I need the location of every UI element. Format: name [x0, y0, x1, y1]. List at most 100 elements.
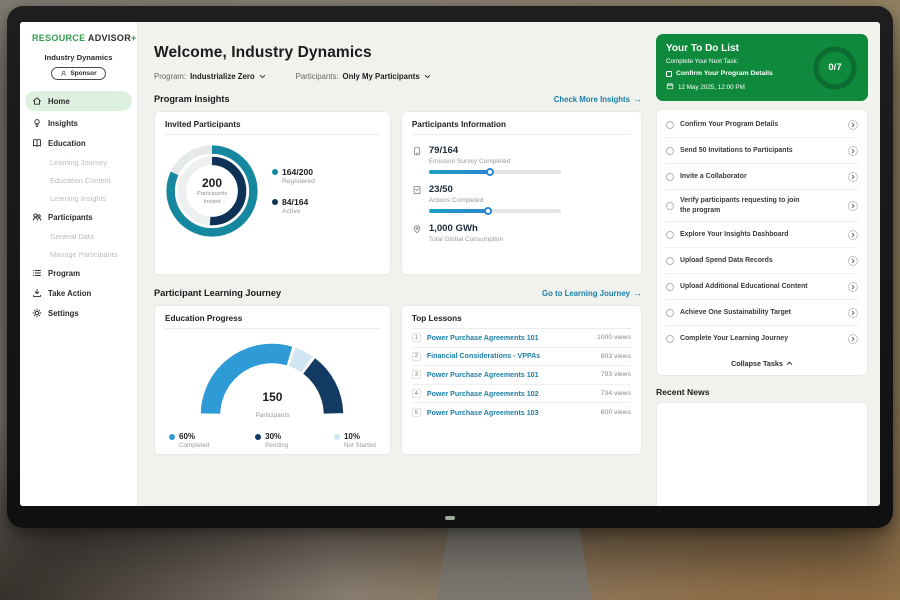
checkbox-icon[interactable]	[666, 70, 672, 77]
legend-value: 164/200	[282, 167, 314, 177]
chevron-right-icon[interactable]	[848, 145, 858, 156]
task-checkbox[interactable]	[666, 120, 674, 129]
sidebar-item-manage-participants[interactable]: Manage Participants	[20, 245, 137, 263]
collapse-tasks-label: Collapse Tasks	[731, 359, 783, 369]
invited-participants-donut-chart: 200 Participants Invited	[165, 144, 259, 238]
task-row[interactable]: Upload Spend Data Records	[666, 248, 858, 275]
participants-filter-dropdown[interactable]: Participants: Only My Participants	[296, 72, 431, 81]
chevron-right-icon[interactable]	[848, 229, 858, 240]
home-icon	[32, 96, 42, 106]
monitor: RESOURCE ADVISOR+ Industry Dynamics Spon…	[7, 6, 893, 528]
app-logo: RESOURCE ADVISOR+	[20, 33, 137, 43]
task-row[interactable]: Complete Your Learning Journey	[666, 326, 858, 352]
task-checkbox[interactable]	[666, 201, 674, 210]
task-row[interactable]: Achieve One Sustainability Target	[666, 300, 858, 327]
lesson-rank: 3	[411, 370, 421, 380]
lesson-row[interactable]: 4 Power Purchase Agreements 102 734 view…	[411, 385, 631, 404]
legend-item-completed: 60% Completed	[169, 432, 209, 449]
arrow-right-icon: →	[633, 93, 642, 104]
task-label: Verify participants requesting to join t…	[680, 197, 800, 214]
chevron-right-icon[interactable]	[848, 255, 858, 266]
lesson-row[interactable]: 1 Power Purchase Agreements 101 1000 vie…	[411, 329, 631, 348]
chevron-right-icon[interactable]	[848, 200, 858, 211]
stat-label: Actions Completed	[428, 197, 484, 204]
legend-value: 30%	[265, 432, 282, 441]
task-checkbox[interactable]	[666, 146, 674, 155]
sidebar-item-label: Take Action	[48, 288, 92, 298]
sidebar-item-label: Insights	[48, 118, 78, 128]
todo-due-label: 12 May 2025, 12:00 PM	[678, 83, 745, 91]
people-icon	[32, 212, 42, 222]
chevron-right-icon[interactable]	[848, 307, 858, 318]
sidebar-item-education[interactable]: Education	[20, 133, 137, 153]
sidebar-item-home[interactable]: Home	[25, 91, 132, 111]
logo-text-advisor: ADVISOR	[87, 33, 131, 43]
task-row[interactable]: Confirm Your Program Details	[666, 112, 858, 138]
sidebar-item-participants[interactable]: Participants	[20, 207, 137, 227]
collapse-tasks-link[interactable]: Collapse Tasks	[666, 352, 858, 372]
invited-participants-card: Invited Participants 200 Participants In…	[154, 111, 391, 275]
stat-emission-survey: 79/164 Emission Survey Completed	[412, 145, 631, 176]
stat-label: Total Global Consumption	[428, 236, 504, 243]
sidebar-item-insights[interactable]: Insights	[20, 113, 137, 133]
legend-dot	[169, 433, 175, 440]
sidebar-item-label: Learning Journey	[50, 157, 108, 167]
recent-news-title: Recent News	[656, 387, 710, 398]
check-more-insights-label: Check More Insights	[553, 94, 630, 104]
task-label: Complete Your Learning Journey	[680, 335, 789, 343]
chevron-right-icon[interactable]	[848, 119, 858, 130]
program-filter-dropdown[interactable]: Program: Industrialize Zero	[154, 72, 266, 81]
task-row[interactable]: Upload Additional Educational Content	[666, 274, 858, 301]
lesson-title-link[interactable]: Power Purchase Agreements 102	[426, 389, 539, 398]
chevron-right-icon[interactable]	[848, 334, 858, 345]
monitor-stand	[436, 518, 592, 600]
lesson-rank: 4	[411, 389, 421, 399]
sidebar-item-label: Participants	[48, 212, 93, 222]
go-to-learning-journey-link[interactable]: Go to Learning Journey →	[542, 288, 642, 298]
sidebar-item-learning-insights[interactable]: Learning Insights	[20, 189, 137, 207]
task-row[interactable]: Invite a Collaborator	[666, 164, 858, 190]
chevron-right-icon[interactable]	[848, 281, 858, 292]
sidebar-item-label: General Data	[50, 231, 94, 241]
chevron-right-icon[interactable]	[848, 171, 858, 182]
stat-label: Emission Survey Completed	[428, 158, 511, 165]
lesson-row[interactable]: 5 Power Purchase Agreements 103 600 view…	[411, 403, 631, 422]
check-more-insights-link[interactable]: Check More Insights →	[553, 93, 642, 104]
sidebar-item-education-content[interactable]: Education Content	[20, 171, 137, 189]
task-label: Invite a Collaborator	[680, 172, 747, 180]
task-checkbox[interactable]	[666, 335, 674, 344]
task-row[interactable]: Send 50 Invitations to Participants	[666, 138, 858, 164]
sidebar-item-label: Education	[48, 138, 86, 148]
task-row[interactable]: Explore Your Insights Dashboard	[666, 222, 858, 249]
lesson-title-link[interactable]: Power Purchase Agreements 101	[426, 370, 539, 379]
task-checkbox[interactable]	[666, 256, 674, 265]
lesson-views: 1000 views	[596, 334, 631, 342]
lesson-title-link[interactable]: Power Purchase Agreements 103	[426, 408, 539, 417]
sidebar-item-take-action[interactable]: Take Action	[20, 283, 137, 303]
logo-text-resource: RESOURCE	[32, 33, 86, 43]
task-checkbox[interactable]	[666, 308, 674, 317]
survey-icon	[412, 146, 422, 174]
lesson-row[interactable]: 3 Power Purchase Agreements 101 793 view…	[411, 366, 631, 385]
task-label: Upload Additional Educational Content	[680, 282, 808, 290]
todo-header-card: Your To Do List Complete Your Next Task:…	[656, 34, 868, 101]
legend-item-registered: 164/200 Registered	[272, 167, 315, 185]
sidebar-item-learning-journey[interactable]: Learning Journey	[20, 153, 137, 171]
task-checkbox[interactable]	[666, 282, 674, 291]
lesson-title-link[interactable]: Financial Considerations - VPPAs	[426, 352, 541, 361]
chevron-up-icon	[786, 359, 793, 368]
lesson-title-link[interactable]: Power Purchase Agreements 101	[426, 333, 539, 342]
education-progress-legend: 60% Completed 30% Pending 10% Not Starte…	[165, 432, 380, 449]
sidebar-item-general-data[interactable]: General Data	[20, 227, 137, 245]
task-checkbox[interactable]	[666, 230, 674, 239]
sidebar-item-program[interactable]: Program	[20, 263, 137, 283]
chevron-down-icon	[259, 72, 266, 81]
progress-bar	[428, 207, 561, 215]
task-row[interactable]: Verify participants requesting to join t…	[666, 190, 858, 223]
task-checkbox[interactable]	[666, 172, 674, 181]
list-icon	[32, 268, 42, 278]
lesson-row[interactable]: 2 Financial Considerations - VPPAs 803 v…	[411, 348, 631, 367]
sidebar-item-settings[interactable]: Settings	[20, 303, 137, 323]
sponsor-badge[interactable]: Sponsor	[51, 67, 106, 80]
todo-next-task[interactable]: Confirm Your Program Details	[666, 70, 773, 77]
